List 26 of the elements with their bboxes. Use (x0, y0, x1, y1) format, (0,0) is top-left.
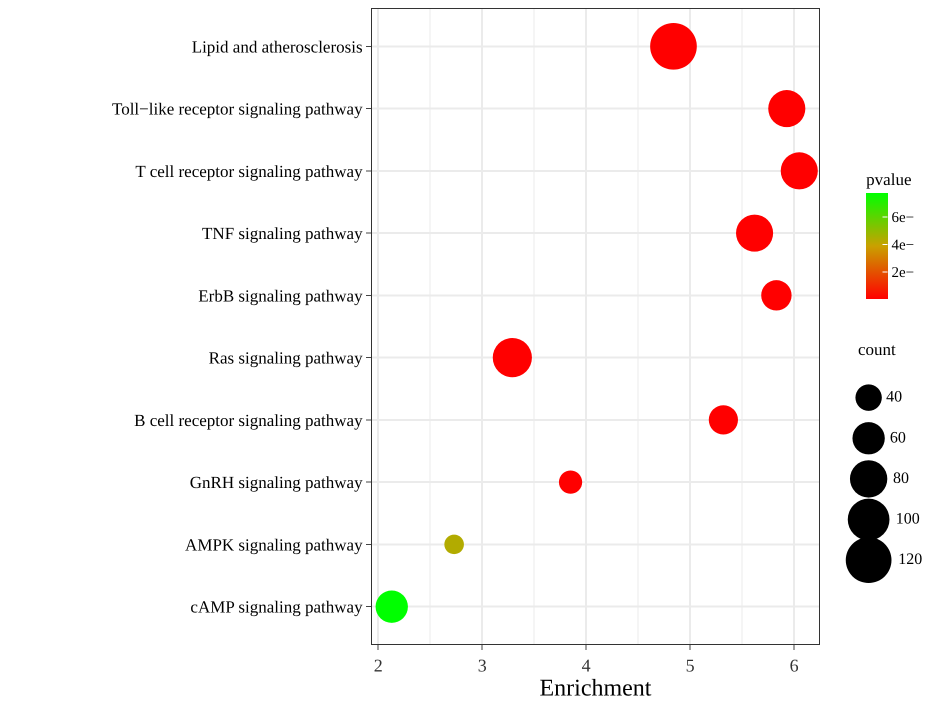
legend-label: 80 (892, 470, 909, 487)
y-tick-label: ErbB signaling pathway (198, 286, 364, 306)
x-tick-label: 2 (374, 656, 383, 676)
x-tick-label: 6 (790, 656, 799, 676)
y-tick-label: T cell receptor signaling pathway (135, 162, 364, 181)
x-tick-label: 4 (582, 656, 591, 676)
x-tick-label: 5 (686, 656, 695, 676)
y-tick-label: Ras signaling pathway (208, 348, 364, 368)
y-tick-label: GnRH signaling pathway (190, 473, 364, 492)
color-bar-label: 4e− (892, 238, 914, 254)
y-tick-label: AMPK signaling pathway (185, 535, 364, 554)
x-axis-title: Enrichment (540, 676, 652, 702)
x-tick-label: 3 (478, 656, 487, 676)
y-tick-label: Lipid and atherosclerosis (192, 37, 363, 56)
legend-label: 120 (898, 551, 922, 568)
color-bar-label: 2e− (892, 265, 914, 282)
legend-title: count (858, 340, 896, 359)
legend-label: 60 (890, 429, 906, 446)
y-tick-label: cAMP signaling pathway (190, 598, 364, 617)
legend-label: 100 (896, 510, 920, 528)
legend-label: 40 (886, 388, 902, 406)
color-bar-title: pvalue (866, 170, 912, 190)
y-tick-label: B cell receptor signaling pathway (134, 410, 364, 430)
y-tick-label: TNF signaling pathway (202, 224, 364, 244)
y-tick-label: Toll−like receptor signaling pathway (112, 100, 364, 119)
color-bar-label: 6e− (892, 210, 914, 226)
